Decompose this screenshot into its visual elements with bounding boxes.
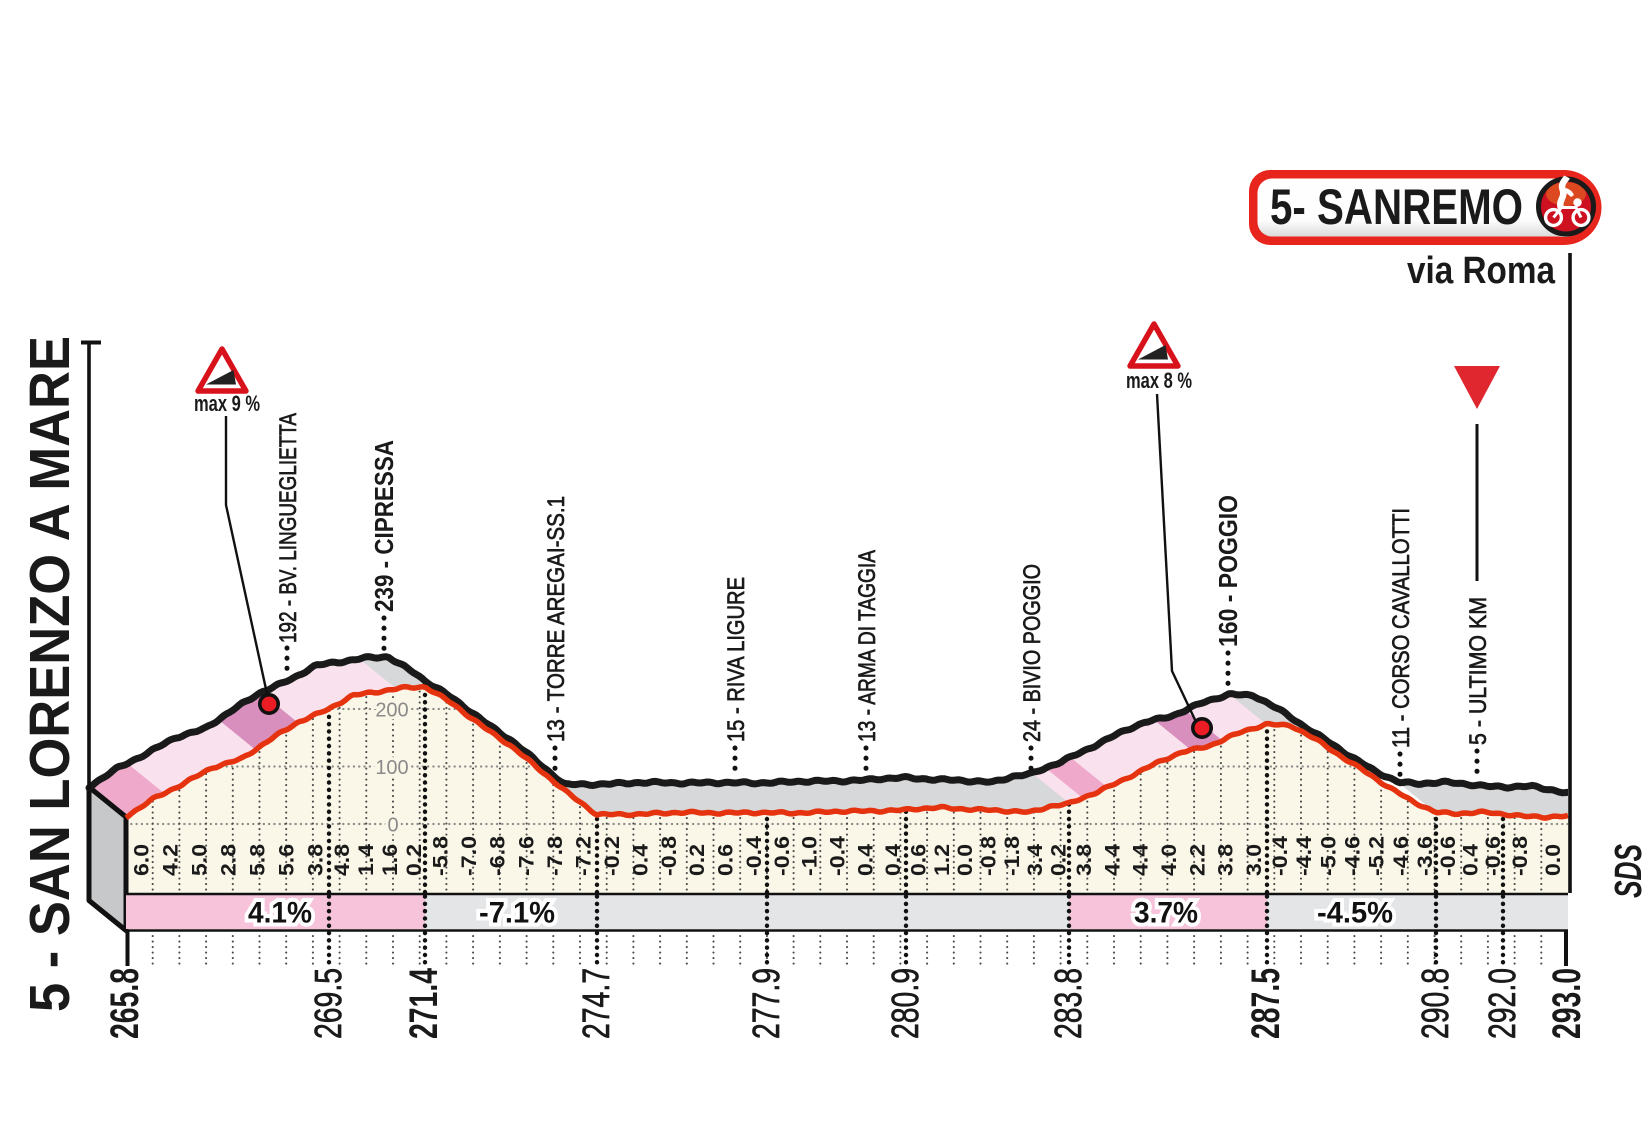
svg-text:-0.2: -0.2 — [601, 836, 624, 876]
svg-text:283.8: 283.8 — [1048, 968, 1090, 1039]
svg-text:3.8: 3.8 — [1215, 844, 1238, 876]
svg-text:0.2: 0.2 — [686, 844, 709, 876]
svg-text:-7.8: -7.8 — [544, 836, 567, 876]
svg-text:3.0: 3.0 — [1243, 844, 1266, 876]
svg-text:5.8: 5.8 — [247, 844, 270, 876]
svg-text:0.4: 0.4 — [882, 844, 905, 876]
svg-text:274.7: 274.7 — [576, 968, 618, 1039]
svg-text:4.4: 4.4 — [1101, 844, 1124, 876]
svg-text:-0.4: -0.4 — [1269, 836, 1292, 876]
svg-text:1.2: 1.2 — [931, 844, 954, 876]
svg-text:1.6: 1.6 — [379, 844, 402, 876]
svg-text:SDS: SDS — [1608, 844, 1643, 898]
svg-text:5.0: 5.0 — [189, 844, 212, 876]
svg-text:max 8 %: max 8 % — [1126, 368, 1192, 393]
svg-text:0.4: 0.4 — [854, 844, 877, 876]
svg-text:0: 0 — [387, 815, 398, 837]
svg-text:4.2: 4.2 — [160, 844, 183, 876]
svg-text:269.5: 269.5 — [308, 968, 350, 1039]
svg-text:-7.0: -7.0 — [458, 836, 481, 876]
svg-text:4.4: 4.4 — [1130, 844, 1153, 876]
svg-text:3.7%: 3.7% — [1134, 897, 1198, 930]
svg-text:0.6: 0.6 — [715, 844, 738, 876]
svg-text:-0.8: -0.8 — [978, 836, 1001, 876]
svg-text:0.0: 0.0 — [954, 844, 977, 876]
svg-text:-0.8: -0.8 — [1509, 836, 1532, 876]
svg-text:-5.0: -5.0 — [1317, 836, 1340, 876]
svg-text:-0.4: -0.4 — [743, 836, 766, 876]
svg-text:-1.8: -1.8 — [1001, 836, 1024, 876]
svg-text:287.5: 287.5 — [1244, 968, 1288, 1039]
svg-text:-0.6: -0.6 — [1482, 836, 1505, 876]
svg-text:-5.8: -5.8 — [429, 836, 452, 876]
svg-text:2.2: 2.2 — [1186, 844, 1209, 876]
svg-text:239 - CIPRESSA: 239 - CIPRESSA — [369, 440, 399, 612]
svg-text:-0.6: -0.6 — [1437, 836, 1460, 876]
svg-text:via Roma: via Roma — [1407, 250, 1556, 292]
svg-text:13 - ARMA DI TAGGIA: 13 - ARMA DI TAGGIA — [854, 550, 881, 742]
svg-text:3.4: 3.4 — [1024, 844, 1047, 876]
svg-text:4.0: 4.0 — [1158, 844, 1181, 876]
svg-text:277.9: 277.9 — [746, 968, 788, 1039]
svg-text:0.6: 0.6 — [908, 844, 931, 876]
svg-text:-0.6: -0.6 — [771, 836, 794, 876]
svg-text:-4.6: -4.6 — [1342, 836, 1365, 876]
svg-text:-3.6: -3.6 — [1414, 836, 1437, 876]
svg-text:3.8: 3.8 — [1073, 844, 1096, 876]
svg-text:-5.2: -5.2 — [1366, 836, 1389, 876]
svg-text:-4.4: -4.4 — [1293, 836, 1316, 876]
svg-text:-7.2: -7.2 — [573, 836, 596, 876]
svg-text:4.1%: 4.1% — [248, 897, 312, 930]
svg-text:280.9: 280.9 — [885, 968, 927, 1039]
svg-text:160 - POGGIO: 160 - POGGIO — [1213, 495, 1243, 647]
svg-text:192 - BV. LINGUEGLIETTA: 192 - BV. LINGUEGLIETTA — [275, 413, 302, 643]
svg-text:100: 100 — [375, 757, 408, 779]
svg-text:0.2: 0.2 — [1047, 844, 1070, 876]
svg-text:293.0: 293.0 — [1545, 968, 1589, 1039]
svg-text:-1.0: -1.0 — [799, 836, 822, 876]
svg-text:5 - SAN LORENZO A MARE: 5 - SAN LORENZO A MARE — [18, 336, 82, 1012]
svg-text:265.8: 265.8 — [103, 968, 147, 1039]
svg-text:5 - ULTIMO KM: 5 - ULTIMO KM — [1465, 597, 1492, 745]
svg-text:5.6: 5.6 — [276, 844, 299, 876]
svg-text:271.4: 271.4 — [402, 967, 446, 1039]
svg-text:3.8: 3.8 — [305, 844, 328, 876]
svg-text:0.4: 0.4 — [1460, 844, 1483, 876]
svg-text:5- SANREMO: 5- SANREMO — [1270, 179, 1523, 235]
svg-text:-0.4: -0.4 — [827, 836, 850, 876]
svg-text:0.4: 0.4 — [630, 844, 653, 876]
svg-text:6.0: 6.0 — [131, 844, 154, 876]
svg-text:24 - BIVIO POGGIO: 24 - BIVIO POGGIO — [1019, 564, 1046, 742]
svg-text:11 - CORSO CAVALLOTTI: 11 - CORSO CAVALLOTTI — [1388, 508, 1415, 748]
svg-text:2.8: 2.8 — [218, 844, 241, 876]
svg-text:200: 200 — [375, 700, 408, 722]
svg-text:15 - RIVA LIGURE: 15 - RIVA LIGURE — [723, 577, 750, 742]
svg-text:-6.8: -6.8 — [487, 836, 510, 876]
svg-text:290.8: 290.8 — [1415, 968, 1457, 1039]
svg-text:292.0: 292.0 — [1482, 968, 1524, 1039]
svg-text:0.0: 0.0 — [1542, 844, 1565, 876]
svg-text:4.8: 4.8 — [331, 844, 354, 876]
svg-text:1.4: 1.4 — [355, 844, 378, 876]
svg-text:-7.6: -7.6 — [515, 836, 538, 876]
svg-text:-4.5%: -4.5% — [1317, 897, 1393, 930]
svg-text:13 - TORRE AREGAI-SS.1: 13 - TORRE AREGAI-SS.1 — [543, 496, 570, 742]
svg-text:max 9 %: max 9 % — [194, 391, 260, 416]
svg-text:0.2: 0.2 — [403, 844, 426, 876]
svg-text:-0.8: -0.8 — [658, 836, 681, 876]
svg-text:-4.6: -4.6 — [1390, 836, 1413, 876]
svg-text:-7.1%: -7.1% — [479, 897, 555, 930]
